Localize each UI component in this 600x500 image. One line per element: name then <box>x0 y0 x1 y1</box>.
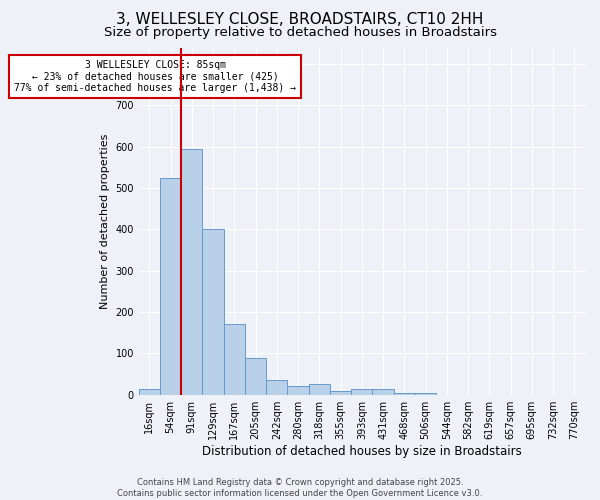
Bar <box>373 390 394 394</box>
Bar <box>160 178 181 394</box>
X-axis label: Distribution of detached houses by size in Broadstairs: Distribution of detached houses by size … <box>202 444 522 458</box>
Bar <box>394 392 415 394</box>
Bar <box>415 393 436 394</box>
Bar <box>245 358 266 395</box>
Bar <box>202 230 224 394</box>
Text: Contains HM Land Registry data © Crown copyright and database right 2025.
Contai: Contains HM Land Registry data © Crown c… <box>118 478 482 498</box>
Bar <box>139 388 160 394</box>
Bar <box>309 384 330 394</box>
Text: 3 WELLESLEY CLOSE: 85sqm
← 23% of detached houses are smaller (425)
77% of semi-: 3 WELLESLEY CLOSE: 85sqm ← 23% of detach… <box>14 60 296 93</box>
Y-axis label: Number of detached properties: Number of detached properties <box>100 134 110 309</box>
Bar <box>351 390 373 394</box>
Bar <box>181 149 202 394</box>
Bar <box>330 390 351 394</box>
Text: Size of property relative to detached houses in Broadstairs: Size of property relative to detached ho… <box>104 26 497 39</box>
Bar <box>266 380 287 394</box>
Text: 3, WELLESLEY CLOSE, BROADSTAIRS, CT10 2HH: 3, WELLESLEY CLOSE, BROADSTAIRS, CT10 2H… <box>116 12 484 28</box>
Bar <box>287 386 309 394</box>
Bar <box>224 324 245 394</box>
